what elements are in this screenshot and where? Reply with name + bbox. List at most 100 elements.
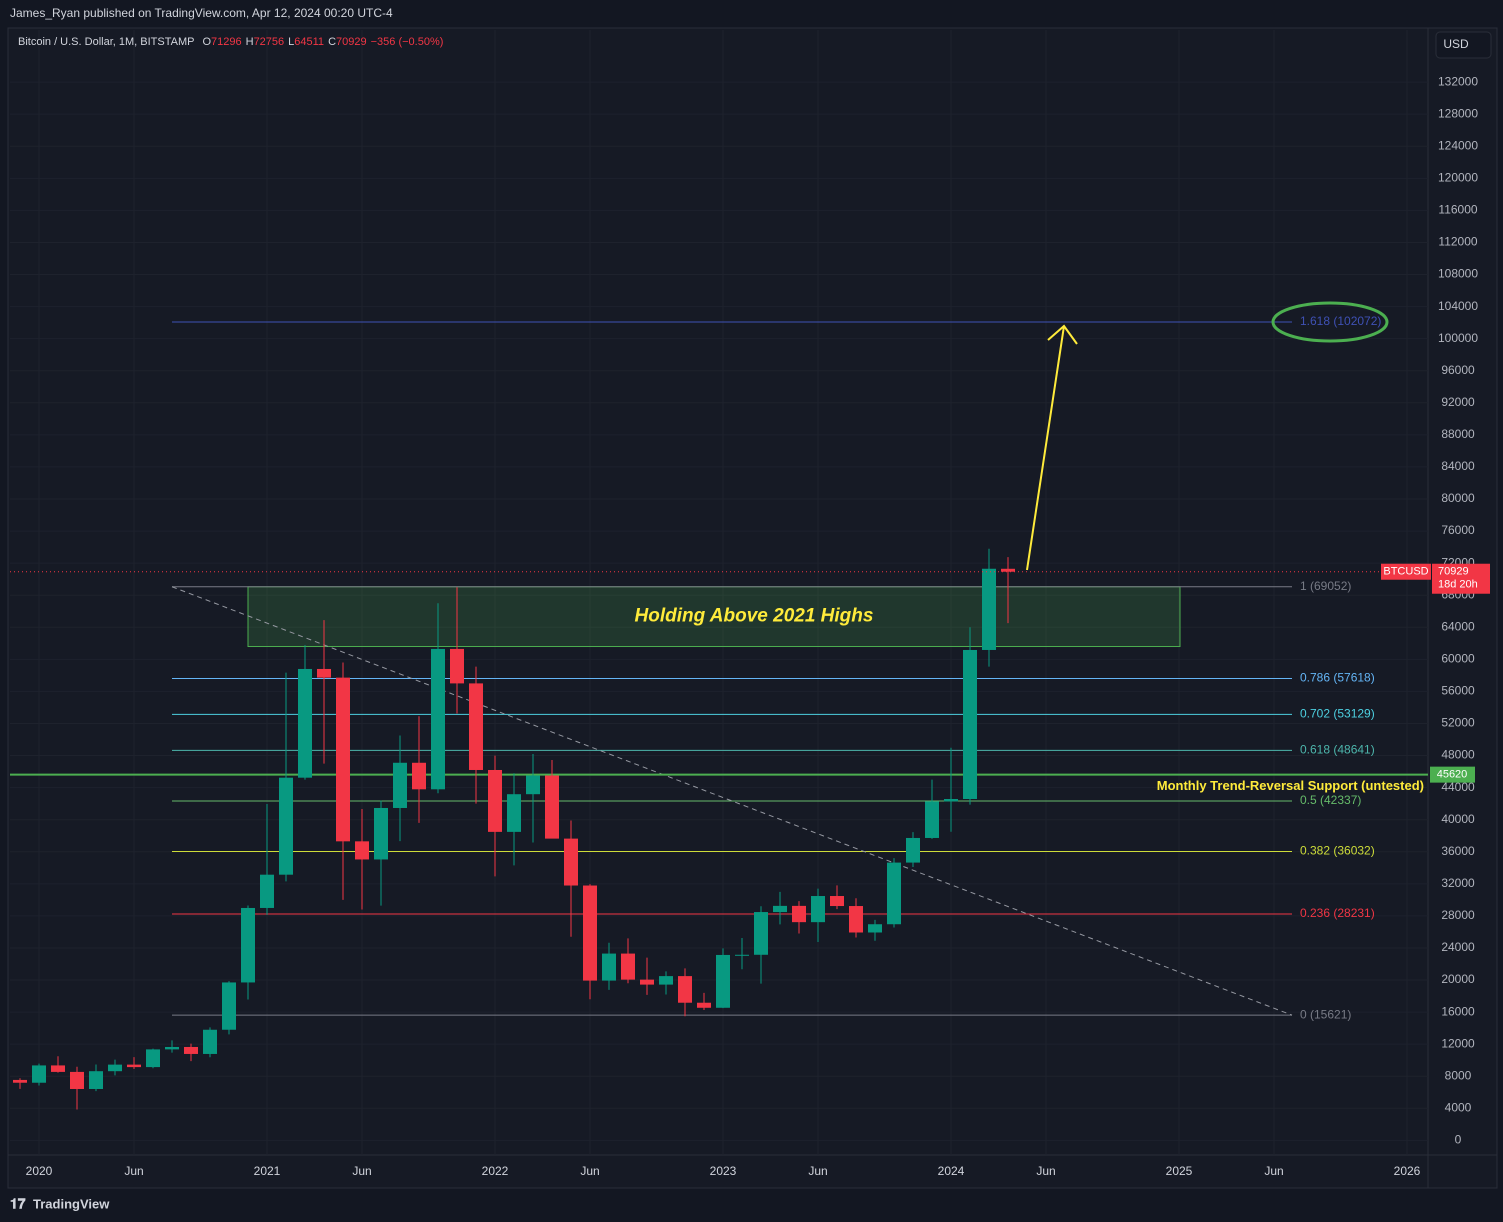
y-tick-label: 128000 [1438,106,1478,120]
candle-body [488,769,502,832]
candle-body [298,668,312,778]
legend-value: 70929 [336,36,367,48]
support-tag [1430,766,1475,783]
y-tick-label: 20000 [1441,972,1475,986]
y-tick-label: 28000 [1441,908,1475,922]
x-tick-label: 2022 [482,1164,509,1178]
x-tick-label: Jun [1264,1164,1283,1178]
candle-body [469,683,483,770]
fib-label: 0.702 (53129) [1300,707,1375,721]
y-tick-label: 116000 [1438,203,1477,217]
candle-body [507,794,521,832]
candle-body [1001,568,1015,572]
candle-body [849,906,863,933]
candle-body [545,775,559,839]
candle-body [640,979,654,985]
candle-body [450,648,464,684]
highlight-circle [1271,301,1389,343]
footer-logo: 𝟏𝟕 [10,1196,26,1212]
candle-body [222,982,236,1030]
candle-body [678,976,692,1003]
y-tick-label: 124000 [1438,138,1478,152]
zone-label: Holding Above 2021 Highs [635,606,874,627]
currency-label[interactable]: USD [1443,37,1469,51]
candle-body [317,668,331,678]
x-tick-label: 2025 [1166,1164,1193,1178]
legend-change: −356 (−0.50%) [371,36,444,48]
y-tick-label: 104000 [1438,299,1478,313]
x-tick-label: 2026 [1394,1164,1421,1178]
chart-frame [7,27,1498,1189]
x-tick-label: Jun [124,1164,143,1178]
fib-label: 0.5 (42337) [1300,793,1361,807]
candle-body [830,896,844,907]
fib-label: 1 (69052) [1300,579,1351,593]
y-tick-label: 56000 [1441,684,1475,698]
arrow-head [1047,324,1078,345]
arrow-shaft [1026,325,1065,571]
candle-body [925,801,939,838]
y-tick-label: 8000 [1445,1068,1472,1082]
legend-value: 64511 [294,36,324,48]
candle-body [279,777,293,875]
currency-button[interactable] [1435,31,1492,59]
y-tick-label: 76000 [1441,523,1475,537]
candle-body [887,862,901,925]
y-tick-label: 88000 [1441,427,1475,441]
fib-label: 0.786 (57618) [1300,671,1375,685]
candle-body [621,953,635,980]
candle-body [792,905,806,923]
price-tag-label: 70929 [1438,566,1469,578]
y-tick-label: 24000 [1441,940,1475,954]
candle-body [241,907,255,983]
candle-body [697,1002,711,1008]
symbol-tag-label: BTCUSD [1383,566,1428,578]
fib-label: 0.382 (36032) [1300,844,1375,858]
candle-body [203,1029,217,1054]
candle-body [412,762,426,790]
countdown-label: 18d 20h [1438,579,1478,591]
y-tick-label: 112000 [1438,235,1477,249]
candle-body [32,1065,46,1083]
support-label: Monthly Trend-Reversal Support (untested… [1157,778,1424,793]
publisher: James_Ryan published on TradingView.com,… [10,6,393,20]
x-tick-label: Jun [580,1164,599,1178]
candle-body [659,976,673,985]
y-tick-label: 96000 [1441,363,1475,377]
y-tick-label: 12000 [1441,1036,1475,1050]
candle-body [773,905,787,913]
candle-body [146,1049,160,1068]
fib-label: 0.618 (48641) [1300,743,1375,757]
y-tick-label: 120000 [1438,170,1478,184]
legend-key: H [246,36,254,48]
y-tick-label: 64000 [1441,619,1475,633]
candle-body [583,885,597,981]
support-tag-label: 45620 [1437,769,1468,781]
y-tick-label: 52000 [1441,716,1475,730]
candle-body [868,924,882,933]
y-tick-label: 132000 [1438,74,1478,88]
fib-label: 0 (15621) [1300,1007,1351,1021]
y-tick-label: 48000 [1441,748,1475,762]
y-tick-label: 44000 [1441,780,1475,794]
candle-body [355,841,369,860]
x-tick-label: Jun [1036,1164,1055,1178]
candle-body [336,677,350,842]
legend-value: 72756 [254,36,285,48]
y-tick-label: 32000 [1441,876,1475,890]
candle-body [165,1046,179,1050]
candle-body [51,1065,65,1072]
candle-body [906,837,920,863]
x-tick-label: 2024 [938,1164,965,1178]
candle-body [735,954,749,956]
candle-body [108,1064,122,1072]
y-tick-label: 60000 [1441,652,1475,666]
fib-label: 1.618 (102072) [1300,314,1381,328]
candle-body [944,799,958,802]
y-tick-label: 92000 [1441,395,1475,409]
candle-body [963,649,977,800]
candle-body [982,568,996,650]
fib-label: 0.236 (28231) [1300,906,1375,920]
legend-key: L [288,36,294,48]
